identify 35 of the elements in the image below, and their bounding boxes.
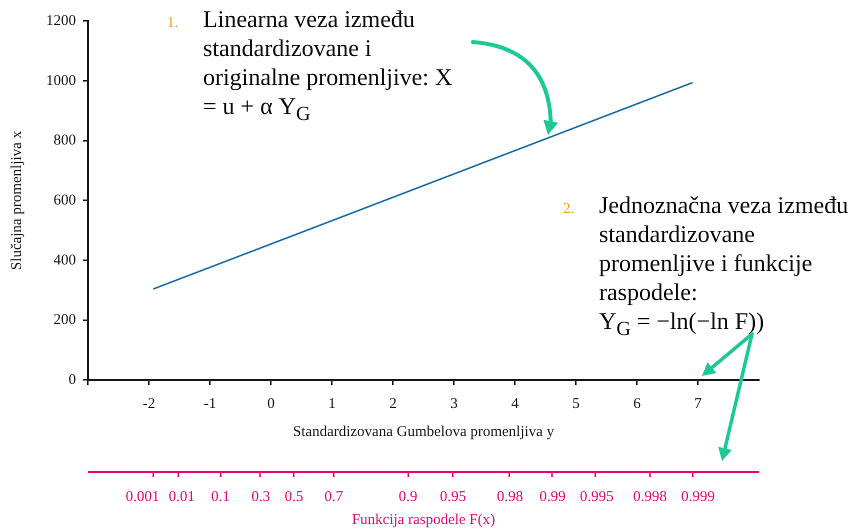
y-tick-label: 1200 bbox=[46, 12, 76, 29]
text: 0.001 bbox=[126, 489, 160, 505]
text: 0.1 bbox=[211, 489, 230, 505]
y-tick-label: 400 bbox=[54, 252, 76, 268]
x-tick-label: -1 bbox=[204, 396, 216, 412]
x-axis-title: Standardizovana Gumbelova promenljiva y bbox=[292, 424, 555, 440]
x-tick-label: 7 bbox=[694, 396, 702, 412]
text: 2. Jednoznačna veza između standardizovane promenljive i funkcije raspodele: Y$_{G}$ = −ln(−ln F)) bbox=[563, 193, 848, 340]
x-tick-label: 6 bbox=[633, 396, 642, 412]
y-tick-label: 0 bbox=[68, 372, 76, 388]
y-tick-label: 1000 bbox=[46, 72, 76, 89]
text: 0.995 bbox=[580, 489, 614, 505]
x-tick-label: 1 bbox=[328, 396, 336, 412]
text: 1. Linearna veza između standardizovane i originalne promenljive: X = u + α Y$_{G}$ bbox=[167, 7, 452, 125]
x-tick-label: 2 bbox=[389, 396, 397, 412]
text: 0.99 bbox=[539, 489, 566, 505]
text: 0.5 bbox=[284, 489, 304, 505]
x2-axis-title: Funkcija raspodele F(x) bbox=[352, 512, 496, 528]
x-tick-label: -2 bbox=[142, 396, 156, 412]
text: 0.998 bbox=[633, 489, 667, 505]
text: 0.95 bbox=[440, 489, 466, 505]
text: 0.98 bbox=[496, 489, 524, 505]
text: 0.7 bbox=[324, 489, 344, 505]
text: 0.01 bbox=[168, 489, 195, 505]
text: 0.999 bbox=[681, 489, 715, 505]
y-tick-label: 800 bbox=[54, 132, 76, 149]
text: 0.9 bbox=[398, 489, 418, 505]
x-tick-label: 3 bbox=[450, 396, 458, 412]
y-tick-label: 200 bbox=[54, 312, 76, 328]
x-tick-label: 5 bbox=[572, 396, 580, 412]
x-tick-label: 0 bbox=[267, 396, 275, 412]
y-axis-title: Slučajna promenljiva x bbox=[8, 130, 25, 270]
y-tick-label: 600 bbox=[54, 192, 76, 208]
x-tick-label: 4 bbox=[511, 396, 520, 412]
text: 0.3 bbox=[251, 489, 270, 505]
